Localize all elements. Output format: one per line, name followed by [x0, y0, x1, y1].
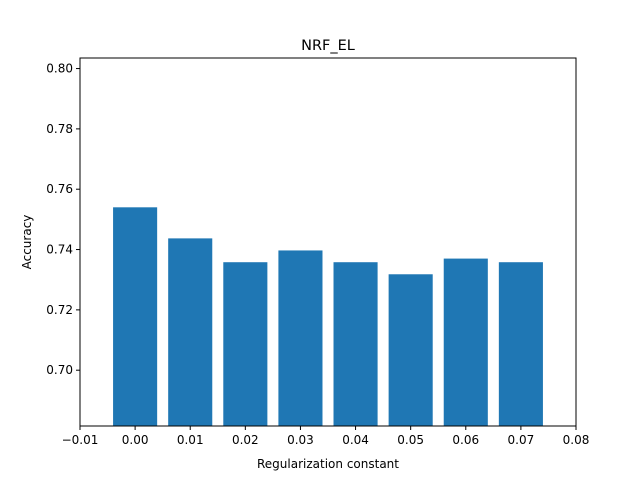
- y-axis-ticks: 0.70 0.72 0.74 0.76 0.78 0.80: [46, 62, 80, 377]
- y-tick-label: 0.70: [46, 363, 73, 377]
- x-axis-ticks: −0.01 0.00 0.01 0.02 0.03 0.04 0.05 0.06 0.07 0.0…: [62, 426, 590, 447]
- y-axis-label: Accuracy: [20, 215, 34, 270]
- x-tick-label: 0.03: [287, 433, 314, 447]
- x-tick-label: −0.01: [62, 433, 99, 447]
- x-tick-label: 0.08: [563, 433, 590, 447]
- y-tick-label: 0.76: [46, 182, 73, 196]
- y-tick-label: 0.72: [46, 303, 73, 317]
- x-tick-label: 0.02: [232, 433, 259, 447]
- x-tick-label: 0.00: [122, 433, 149, 447]
- bar-4: [333, 262, 378, 426]
- y-tick-label: 0.78: [46, 122, 73, 136]
- x-tick-label: 0.06: [452, 433, 479, 447]
- y-tick-label: 0.74: [46, 243, 73, 257]
- bar-5: [388, 274, 433, 426]
- x-tick-label: 0.07: [508, 433, 535, 447]
- bar-0: [113, 207, 158, 426]
- x-axis-label: Regularization constant: [257, 457, 399, 471]
- bar-2: [223, 262, 268, 426]
- bar-6: [443, 258, 488, 426]
- plot-frame: [79, 57, 577, 427]
- bar-3: [278, 250, 323, 426]
- x-tick-label: 0.01: [177, 433, 204, 447]
- x-tick-label: 0.05: [397, 433, 424, 447]
- chart-title: NRF_EL: [301, 38, 355, 54]
- bars-group: [113, 207, 543, 426]
- y-tick-label: 0.80: [46, 62, 73, 76]
- bar-1: [168, 238, 213, 426]
- bar-7: [498, 262, 543, 426]
- x-tick-label: 0.04: [342, 433, 369, 447]
